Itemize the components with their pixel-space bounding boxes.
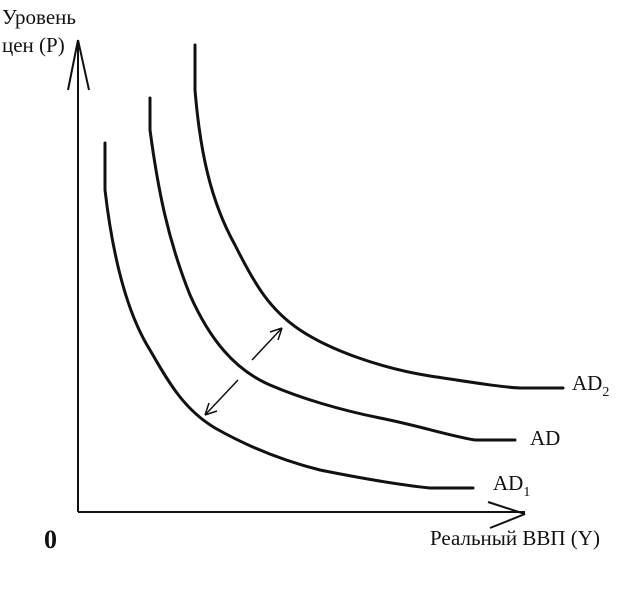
curve-name: AD	[572, 371, 602, 395]
y-axis-label: Уровень	[2, 5, 76, 29]
curve-ad2	[193, 43, 565, 390]
curve-label: AD1	[493, 471, 530, 500]
curve-name: AD	[493, 471, 523, 495]
x-axis-label: Реальный ВВП (Y)	[430, 526, 600, 550]
curve-label: AD2	[572, 371, 609, 400]
curve-label: AD	[530, 426, 560, 450]
origin-label: 0	[44, 525, 57, 554]
shift-arrow-up	[251, 327, 283, 361]
y-axis	[67, 39, 90, 512]
curve-name: AD	[530, 426, 560, 450]
curve-subscript: 2	[602, 385, 609, 400]
y-axis-label: цен (P)	[2, 33, 65, 57]
curve-ad1	[103, 141, 475, 490]
x-axis	[78, 501, 526, 529]
curve-subscript: 1	[523, 485, 530, 500]
shift-arrow-down	[204, 379, 239, 416]
curve-ad	[148, 96, 517, 442]
